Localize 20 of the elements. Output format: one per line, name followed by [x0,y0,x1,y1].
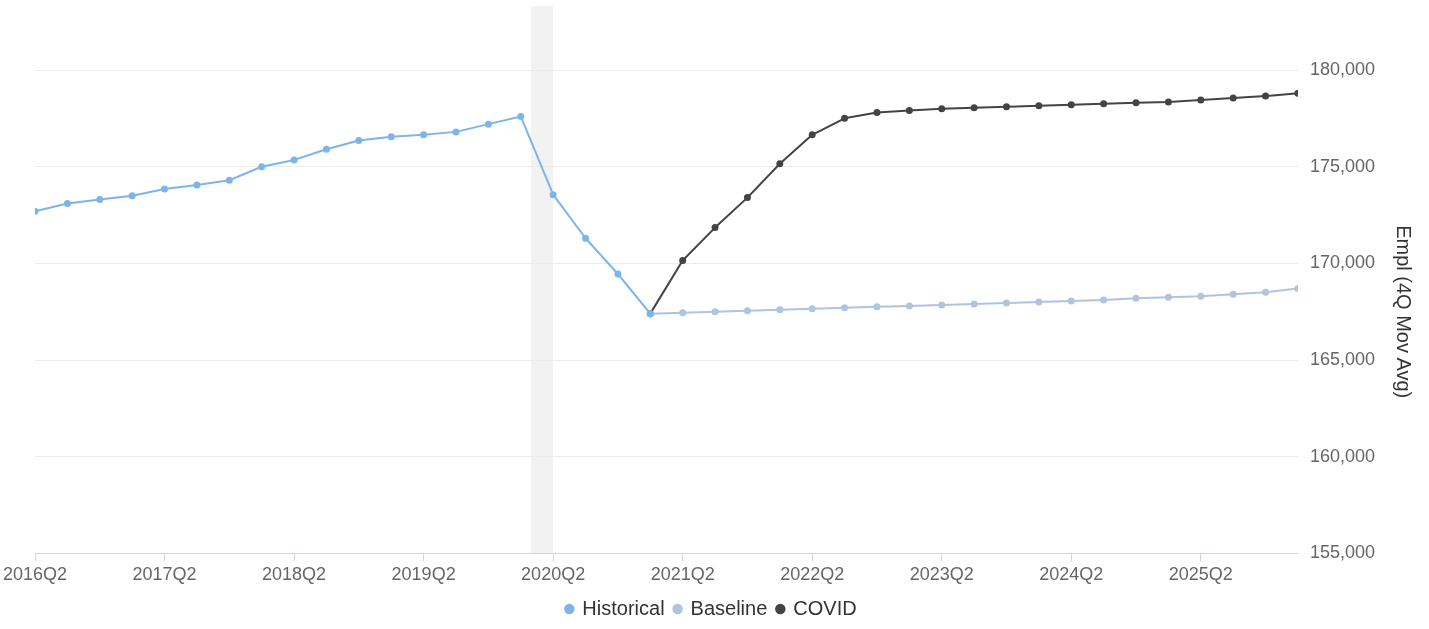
legend-label: Baseline [690,596,768,619]
y-tick-label: 170,000 [1309,252,1376,273]
x-tick-label: 2017Q2 [132,564,197,585]
x-tick-label: 2023Q2 [909,564,974,585]
y-tick-label: 165,000 [1309,349,1376,370]
x-tick-label: 2021Q2 [650,564,715,585]
x-tick-label: 2022Q2 [780,564,845,585]
legend-label: COVID [793,596,857,619]
x-tick-label: 2016Q2 [3,564,68,585]
x-tick-label: 2025Q2 [1168,564,1233,585]
y-axis-title: Empl (4Q Mov Avg) [1393,225,1416,399]
legend-label: Historical [582,596,665,619]
y-tick-label: 175,000 [1309,155,1376,176]
x-tick-label: 2018Q2 [262,564,327,585]
x-tick-label: 2020Q2 [521,564,586,585]
y-tick-label: 180,000 [1309,58,1376,79]
y-tick-label: 160,000 [1309,445,1376,466]
y-tick-label: 155,000 [1309,542,1376,563]
x-tick-label: 2019Q2 [391,564,456,585]
x-tick-label: 2024Q2 [1039,564,1104,585]
